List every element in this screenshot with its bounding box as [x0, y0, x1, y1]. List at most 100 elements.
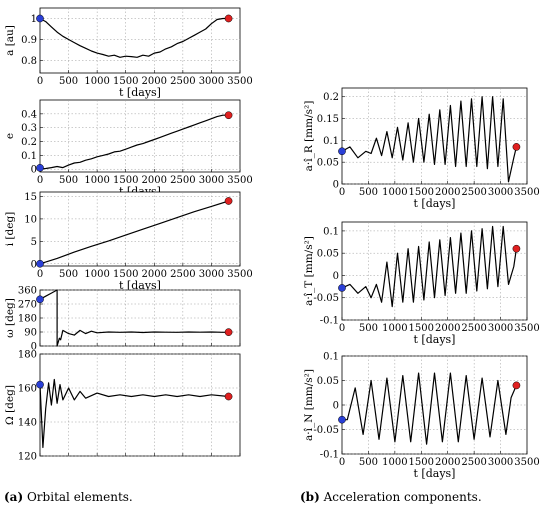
y-tick-label: 0.9 — [21, 35, 37, 46]
x-tick-label: 2000 — [142, 175, 167, 186]
x-axis-label: t [days] — [119, 86, 161, 99]
series-line — [39, 114, 229, 170]
y-tick-label: 0 — [31, 165, 37, 176]
x-tick-label: 1500 — [113, 175, 138, 186]
x-axis-label: t [days] — [414, 333, 456, 346]
x-tick-label: 500 — [59, 175, 78, 186]
x-axis-label: t [days] — [119, 279, 161, 292]
x-tick-label: 2000 — [142, 269, 167, 280]
y-tick-label: 0.1 — [21, 151, 37, 162]
y-tick-label: 140 — [18, 418, 37, 429]
y-tick-label: 180 — [18, 350, 37, 361]
plot-frame — [39, 289, 241, 347]
y-tick-label: 0.05 — [317, 376, 339, 387]
x-tick-label: 2500 — [170, 76, 195, 87]
caption-a-tag: (a) — [4, 490, 24, 504]
chart-e: 0 500 1000 1500 2000 2500 3000 350000.10.20.30.… — [4, 99, 253, 198]
x-tick-label: 500 — [59, 76, 78, 87]
chart-Omega: 120 140 160 180 Ω [deg] — [4, 350, 241, 463]
end-marker — [512, 244, 521, 253]
x-tick-label: 3000 — [488, 323, 513, 334]
plot-frame — [39, 191, 241, 267]
x-tick-label: 1500 — [113, 76, 138, 87]
start-marker — [338, 147, 346, 156]
x-tick-label: 2500 — [461, 187, 486, 198]
y-axis-label: ω [deg] — [4, 298, 16, 338]
x-tick-label: 3500 — [227, 76, 252, 87]
y-axis-label: a·î_R [mm/s²] — [303, 101, 315, 172]
x-tick-label: 1500 — [409, 323, 434, 334]
series-line — [341, 96, 517, 183]
y-tick-label: 0 — [333, 401, 339, 412]
y-axis-label: a·î_T [mm/s²] — [303, 236, 315, 306]
y-tick-label: 0.1 — [323, 226, 339, 237]
caption-b-tag: (b) — [300, 490, 320, 504]
caption-a: (a) Orbital elements. — [4, 490, 133, 504]
x-tick-label: 3000 — [199, 269, 224, 280]
y-tick-label: 360 — [18, 286, 37, 297]
y-tick-label: 0.2 — [21, 137, 37, 148]
y-axis-label: e — [4, 133, 16, 139]
start-marker — [36, 163, 44, 172]
series-line — [39, 378, 229, 449]
caption-a-text: Orbital elements. — [26, 490, 133, 504]
plot-frame — [39, 99, 241, 173]
end-marker — [224, 392, 233, 401]
y-tick-label: 0 — [333, 271, 339, 282]
y-tick-label: 0 — [333, 180, 339, 191]
x-tick-label: 2500 — [170, 269, 195, 280]
y-axis-label: i [deg] — [4, 212, 16, 247]
y-axis-label: Ω [deg] — [4, 385, 16, 425]
y-tick-label: 0.2 — [323, 92, 339, 103]
x-tick-label: 2000 — [435, 187, 460, 198]
y-tick-label: 120 — [18, 452, 37, 463]
x-tick-label: 3000 — [488, 187, 513, 198]
x-tick-label: 2000 — [435, 323, 460, 334]
chart-aT: 0 500 1000 1500 2000 2500 3000 3500 -0.1 -0.05 0 0.… — [303, 221, 540, 346]
start-marker — [36, 259, 44, 268]
caption-b-text: Acceleration components. — [323, 490, 482, 504]
y-tick-label: 0.05 — [317, 249, 339, 260]
x-tick-label: 1500 — [113, 269, 138, 280]
x-tick-label: 3500 — [514, 187, 539, 198]
y-tick-label: -0.05 — [313, 293, 339, 304]
x-tick-label: 3500 — [514, 457, 539, 468]
y-tick-label: 0.05 — [317, 158, 339, 169]
x-tick-label: 0 — [339, 187, 345, 198]
x-tick-label: 0 — [37, 269, 43, 280]
x-tick-label: 500 — [59, 269, 78, 280]
y-tick-label: 0.1 — [323, 136, 339, 147]
x-tick-label: 3500 — [227, 175, 252, 186]
start-marker — [36, 380, 44, 389]
y-tick-label: -0.05 — [313, 425, 339, 436]
y-tick-label: 90 — [24, 328, 37, 339]
x-tick-label: 1500 — [409, 457, 434, 468]
y-tick-label: -0.1 — [320, 316, 339, 327]
chart-aR: 0 500 1000 1500 2000 2500 3000 3500 0 0.05 0.1 0.15… — [303, 87, 540, 210]
y-tick-label: 0.8 — [21, 56, 37, 67]
x-tick-label: 1000 — [382, 323, 407, 334]
y-axis-label: a·î_N [mm/s²] — [303, 369, 315, 441]
y-tick-label: 0.15 — [317, 114, 339, 125]
chart-aN: 0 500 1000 1500 2000 2500 3000 3500 -0.1 -0.05 0 0.… — [303, 352, 540, 481]
start-marker — [338, 415, 346, 424]
start-marker — [36, 14, 44, 23]
y-tick-label: 0.1 — [323, 352, 339, 363]
series-line — [39, 289, 229, 347]
y-axis-label: a [au] — [4, 25, 16, 56]
caption-b: (b) Acceleration components. — [300, 490, 482, 504]
end-marker — [224, 328, 233, 337]
plot-frame — [39, 353, 241, 457]
y-tick-label: 0.4 — [21, 109, 37, 120]
x-tick-label: 3000 — [199, 175, 224, 186]
series-line — [39, 17, 229, 58]
x-tick-label: 1000 — [84, 269, 109, 280]
x-tick-label: 3000 — [199, 76, 224, 87]
x-tick-label: 0 — [339, 457, 345, 468]
plot-frame — [341, 87, 528, 185]
y-tick-label: 160 — [18, 384, 37, 395]
y-tick-label: 270 — [18, 300, 37, 311]
x-tick-label: 500 — [359, 457, 378, 468]
x-tick-label: 1000 — [84, 76, 109, 87]
